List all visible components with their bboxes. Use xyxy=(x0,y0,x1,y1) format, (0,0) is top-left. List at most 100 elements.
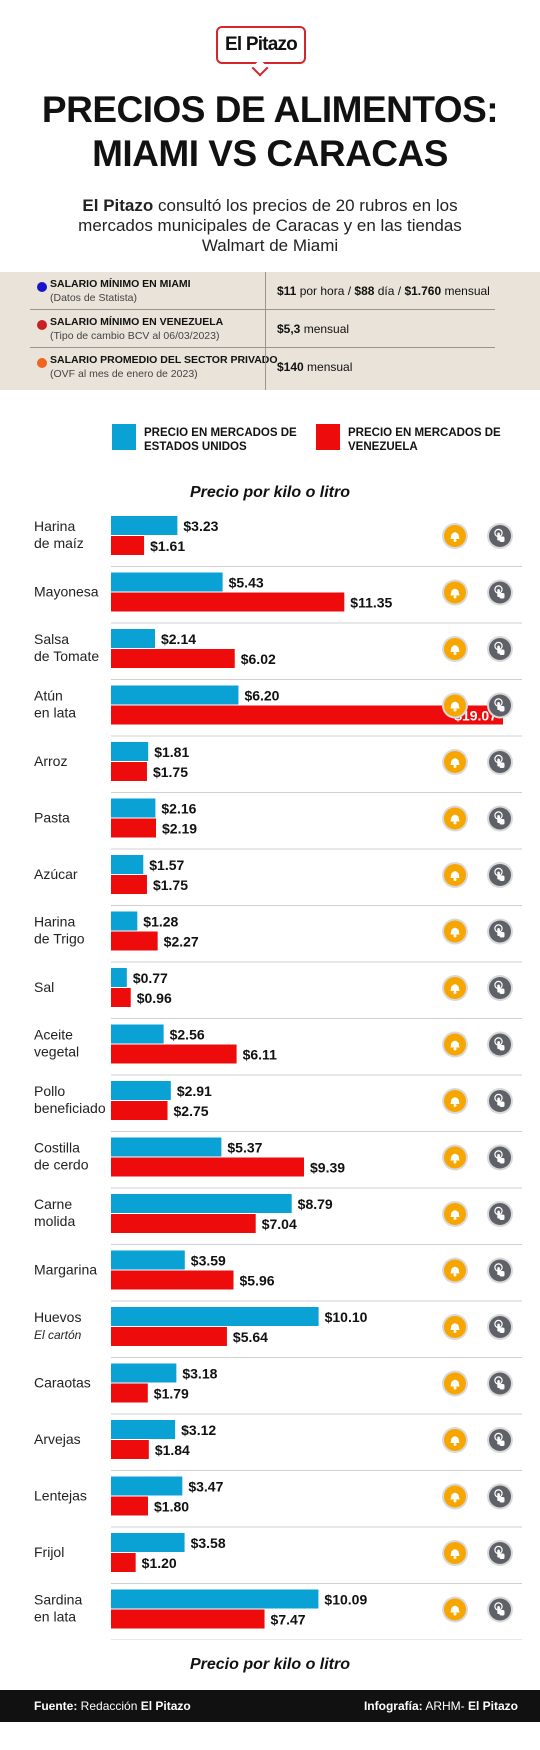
bell-icon[interactable] xyxy=(442,636,468,662)
bell-icon[interactable] xyxy=(442,1314,468,1340)
category-label: Sal xyxy=(34,979,54,995)
value-label-us: $3.23 xyxy=(183,518,218,534)
legend-swatch-ve xyxy=(316,424,340,450)
bell-icon[interactable] xyxy=(442,1144,468,1171)
value-label-us: $5.43 xyxy=(229,575,264,591)
footer: Fuente: Redacción El Pitazo Infografía: … xyxy=(0,1690,540,1722)
category-label: Arroz xyxy=(34,753,67,769)
tap-hand-icon[interactable] xyxy=(487,1596,513,1623)
wage-unit: día / xyxy=(374,284,405,298)
wage-note: (Tipo de cambio BCV al 06/03/2023) xyxy=(50,330,220,342)
bell-icon[interactable] xyxy=(442,1201,468,1227)
bar-us xyxy=(111,1250,185,1270)
category-label: Sardina xyxy=(34,1592,82,1608)
bell-icon[interactable] xyxy=(442,918,468,945)
wage-unit: mensual xyxy=(441,284,490,298)
tap-hand-icon[interactable] xyxy=(487,1483,513,1510)
wage-amount: $1.760 xyxy=(404,284,442,298)
bar-us xyxy=(111,1024,164,1044)
bar-us xyxy=(111,572,223,592)
wage-amount: $88 xyxy=(354,284,375,298)
tap-hand-icon[interactable] xyxy=(487,1144,513,1171)
logo-frame: El Pitazo xyxy=(216,26,306,64)
bell-icon[interactable] xyxy=(442,1257,468,1284)
wage-value: $11 por hora / $88 día / $1.760 mensual xyxy=(277,284,490,298)
unit-label-top: Precio por kilo o litro xyxy=(189,484,351,501)
bell-icon[interactable] xyxy=(442,975,468,1001)
tap-hand-icon[interactable] xyxy=(487,1088,513,1114)
tap-hand-icon[interactable] xyxy=(487,749,513,775)
tap-hand-icon[interactable] xyxy=(487,1257,513,1284)
bell-icon[interactable] xyxy=(442,1540,468,1566)
value-label-us: $1.28 xyxy=(143,914,178,930)
footer-source-text: Redacción xyxy=(77,1699,141,1713)
bell-icon[interactable] xyxy=(442,1427,468,1453)
bar-ve xyxy=(111,931,158,951)
wage-unit: por hora / xyxy=(296,284,355,298)
footer-credit-label: Infografía: xyxy=(363,1699,423,1713)
tap-hand-icon[interactable] xyxy=(487,1540,513,1566)
bar-ve xyxy=(111,875,147,894)
wage-divider xyxy=(265,310,266,347)
wage-row-private-sector: SALARIO PROMEDIO DEL SECTOR PRIVADO (OVF… xyxy=(30,348,495,390)
wage-note: (Datos de Statista) xyxy=(50,292,137,304)
bar-us xyxy=(111,1137,222,1157)
subtitle-brand: El Pitazo xyxy=(82,196,154,215)
tap-hand-icon[interactable] xyxy=(487,1427,513,1453)
bell-icon[interactable] xyxy=(442,862,468,888)
tap-hand-icon[interactable] xyxy=(487,975,513,1001)
tap-hand-icon[interactable] xyxy=(487,1201,513,1227)
bell-icon[interactable] xyxy=(442,1370,468,1397)
bell-icon[interactable] xyxy=(442,692,468,719)
tap-hand-icon[interactable] xyxy=(487,805,513,832)
bell-icon[interactable] xyxy=(442,1596,468,1623)
category-label: Arvejas xyxy=(34,1431,81,1447)
tap-hand-icon[interactable] xyxy=(487,1031,513,1058)
wage-divider xyxy=(265,272,266,309)
chart-row: Lentejas $3.47 $1.80 xyxy=(34,1476,522,1528)
bar-ve xyxy=(111,818,157,838)
bell-icon[interactable] xyxy=(442,579,468,606)
value-label-us: $2.16 xyxy=(161,801,196,817)
value-label-us: $3.58 xyxy=(191,1535,226,1551)
bell-icon[interactable] xyxy=(442,1088,468,1114)
tap-hand-icon[interactable] xyxy=(487,579,513,606)
bell-icon[interactable] xyxy=(442,805,468,832)
tap-hand-icon[interactable] xyxy=(487,636,513,662)
category-label: Margarina xyxy=(34,1262,97,1278)
page-subtitle: El Pitazo consultó los precios de 20 rub… xyxy=(50,196,490,256)
wage-label: SALARIO PROMEDIO DEL SECTOR PRIVADO xyxy=(50,354,278,366)
category-label: El cartón xyxy=(34,1328,82,1342)
value-label-ve: $1.75 xyxy=(153,877,188,893)
bar-us xyxy=(111,798,156,818)
bell-icon[interactable] xyxy=(442,749,468,775)
category-label: vegetal xyxy=(34,1044,79,1060)
tap-hand-icon[interactable] xyxy=(487,918,513,945)
tap-hand-icon[interactable] xyxy=(487,523,513,549)
unit-label-bottom: Precio por kilo o litro xyxy=(189,1656,351,1673)
category-label: Frijol xyxy=(34,1544,64,1560)
value-label-us: $5.37 xyxy=(227,1140,262,1156)
bar-ve xyxy=(111,1101,168,1120)
tap-hand-icon[interactable] xyxy=(487,692,513,719)
category-label: de Trigo xyxy=(34,931,85,947)
bell-icon[interactable] xyxy=(442,1483,468,1510)
bell-icon[interactable] xyxy=(442,523,468,549)
chart-row: Pasta $2.16 $2.19 xyxy=(34,798,522,850)
tap-hand-icon[interactable] xyxy=(487,1370,513,1397)
footer-credit-text: ARHM- xyxy=(422,1699,468,1713)
tap-hand-icon[interactable] xyxy=(487,1314,513,1340)
bell-icon[interactable] xyxy=(442,1031,468,1058)
tap-hand-icon[interactable] xyxy=(487,862,513,888)
value-label-ve: $1.75 xyxy=(153,764,188,780)
bar-us xyxy=(111,742,149,761)
value-label-ve: $1.20 xyxy=(142,1555,177,1571)
value-label-us: $2.56 xyxy=(170,1027,205,1043)
value-label-ve: $7.47 xyxy=(271,1612,306,1628)
footer-source-label: Fuente: xyxy=(34,1699,78,1713)
bar-us xyxy=(111,1307,319,1326)
